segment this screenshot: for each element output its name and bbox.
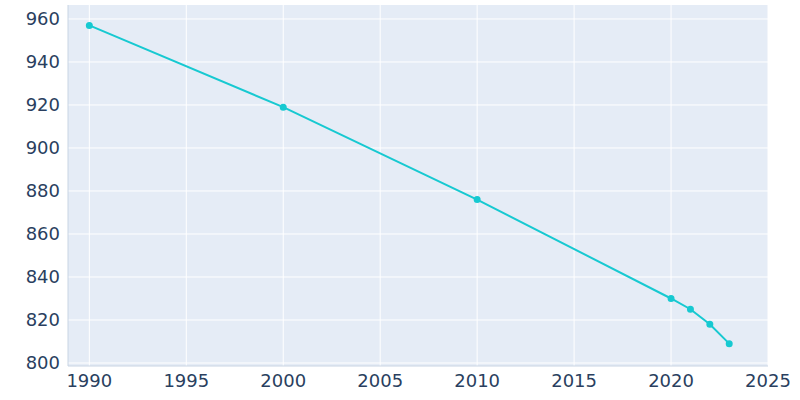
svg-text:840: 840 (26, 266, 60, 287)
svg-text:1995: 1995 (163, 370, 209, 391)
svg-text:2005: 2005 (357, 370, 403, 391)
svg-text:2020: 2020 (648, 370, 694, 391)
svg-text:960: 960 (26, 8, 60, 29)
svg-text:2015: 2015 (551, 370, 597, 391)
svg-text:2025: 2025 (745, 370, 791, 391)
svg-text:880: 880 (26, 180, 60, 201)
svg-text:900: 900 (26, 137, 60, 158)
svg-text:2000: 2000 (260, 370, 306, 391)
svg-text:920: 920 (26, 94, 60, 115)
svg-text:820: 820 (26, 309, 60, 330)
svg-text:940: 940 (26, 51, 60, 72)
svg-text:860: 860 (26, 223, 60, 244)
svg-text:800: 800 (26, 352, 60, 373)
svg-text:1990: 1990 (66, 370, 112, 391)
svg-text:2010: 2010 (454, 370, 500, 391)
